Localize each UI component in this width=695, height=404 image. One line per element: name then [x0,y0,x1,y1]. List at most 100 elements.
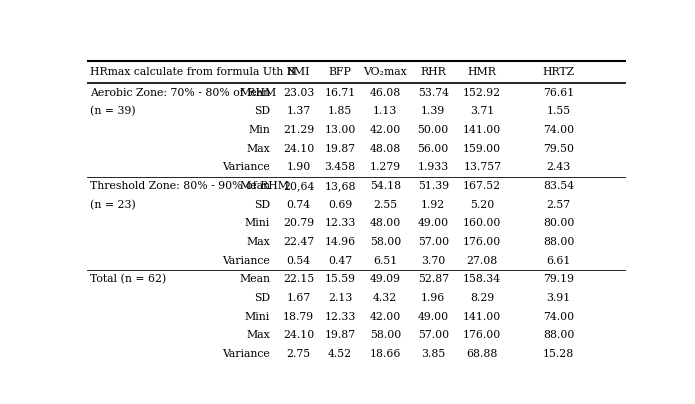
Text: 49.09: 49.09 [370,274,401,284]
Text: 12.33: 12.33 [325,218,356,228]
Text: 2.57: 2.57 [547,200,571,210]
Text: RHR: RHR [420,67,446,77]
Text: Min: Min [248,125,270,135]
Text: Variance: Variance [222,256,270,266]
Text: Variance: Variance [222,349,270,359]
Text: 88.00: 88.00 [543,237,574,247]
Text: Mini: Mini [245,311,270,322]
Text: (n = 23): (n = 23) [90,200,136,210]
Text: 0.74: 0.74 [286,200,311,210]
Text: 14.96: 14.96 [325,237,356,247]
Text: 15.28: 15.28 [543,349,574,359]
Text: 13.00: 13.00 [325,125,356,135]
Text: HRmax calculate from formula Uth N: HRmax calculate from formula Uth N [90,67,296,77]
Text: 167.52: 167.52 [463,181,501,191]
Text: SD: SD [254,200,270,210]
Text: 2.13: 2.13 [328,293,352,303]
Text: 46.08: 46.08 [370,88,401,98]
Text: 160.00: 160.00 [463,218,501,228]
Text: 68.88: 68.88 [466,349,498,359]
Text: Variance: Variance [222,162,270,173]
Text: 19.87: 19.87 [325,144,356,154]
Text: 2.75: 2.75 [286,349,311,359]
Text: 141.00: 141.00 [463,311,501,322]
Text: 13.757: 13.757 [464,162,501,173]
Text: 3.85: 3.85 [421,349,445,359]
Text: 1.55: 1.55 [547,106,571,116]
Text: 57.00: 57.00 [418,237,449,247]
Text: Aerobic Zone: 70% - 80% of RHM: Aerobic Zone: 70% - 80% of RHM [90,88,276,98]
Text: 20,64: 20,64 [283,181,314,191]
Text: 176.00: 176.00 [463,237,501,247]
Text: 13,68: 13,68 [325,181,356,191]
Text: 1.67: 1.67 [286,293,311,303]
Text: 1.85: 1.85 [328,106,352,116]
Text: 1.92: 1.92 [421,200,445,210]
Text: 20.79: 20.79 [283,218,314,228]
Text: 1.933: 1.933 [418,162,449,173]
Text: Max: Max [246,144,270,154]
Text: 57.00: 57.00 [418,330,449,340]
Text: 3.91: 3.91 [546,293,571,303]
Text: 1.90: 1.90 [286,162,311,173]
Text: 1.96: 1.96 [421,293,445,303]
Text: 16.71: 16.71 [325,88,356,98]
Text: 49.00: 49.00 [418,218,449,228]
Text: 56.00: 56.00 [418,144,449,154]
Text: 1.39: 1.39 [421,106,445,116]
Text: Mini: Mini [245,218,270,228]
Text: 22.15: 22.15 [283,274,314,284]
Text: BFP: BFP [329,67,352,77]
Text: Mean: Mean [239,88,270,98]
Text: 3.458: 3.458 [325,162,356,173]
Text: 2.43: 2.43 [546,162,571,173]
Text: 1.37: 1.37 [286,106,311,116]
Text: 42.00: 42.00 [370,311,401,322]
Text: 52.87: 52.87 [418,274,449,284]
Text: 83.54: 83.54 [543,181,574,191]
Text: HMR: HMR [468,67,497,77]
Text: 0.47: 0.47 [328,256,352,266]
Text: 6.61: 6.61 [546,256,571,266]
Text: 4.52: 4.52 [328,349,352,359]
Text: Max: Max [246,237,270,247]
Text: 2.55: 2.55 [373,200,398,210]
Text: 12.33: 12.33 [325,311,356,322]
Text: 21.29: 21.29 [283,125,314,135]
Text: 18.79: 18.79 [283,311,314,322]
Text: HRTZ: HRTZ [543,67,575,77]
Text: 8.29: 8.29 [470,293,494,303]
Text: 79.50: 79.50 [543,144,574,154]
Text: 4.32: 4.32 [373,293,398,303]
Text: 58.00: 58.00 [370,237,401,247]
Text: SD: SD [254,293,270,303]
Text: Mean: Mean [239,181,270,191]
Text: (n = 39): (n = 39) [90,106,136,116]
Text: Total (n = 62): Total (n = 62) [90,274,166,284]
Text: 58.00: 58.00 [370,330,401,340]
Text: 0.54: 0.54 [286,256,311,266]
Text: 158.34: 158.34 [463,274,501,284]
Text: 50.00: 50.00 [418,125,449,135]
Text: 76.61: 76.61 [543,88,574,98]
Text: 5.20: 5.20 [470,200,494,210]
Text: 49.00: 49.00 [418,311,449,322]
Text: SD: SD [254,106,270,116]
Text: 23.03: 23.03 [283,88,314,98]
Text: 80.00: 80.00 [543,218,574,228]
Text: 15.59: 15.59 [325,274,356,284]
Text: 48.00: 48.00 [370,218,401,228]
Text: 176.00: 176.00 [463,330,501,340]
Text: 24.10: 24.10 [283,330,314,340]
Text: 79.19: 79.19 [543,274,574,284]
Text: 3.70: 3.70 [421,256,445,266]
Text: 48.08: 48.08 [370,144,401,154]
Text: 54.18: 54.18 [370,181,401,191]
Text: 19.87: 19.87 [325,330,356,340]
Text: 159.00: 159.00 [463,144,501,154]
Text: VO₂max: VO₂max [363,67,407,77]
Text: 18.66: 18.66 [370,349,401,359]
Text: 27.08: 27.08 [466,256,498,266]
Text: Mean: Mean [239,274,270,284]
Text: 3.71: 3.71 [470,106,494,116]
